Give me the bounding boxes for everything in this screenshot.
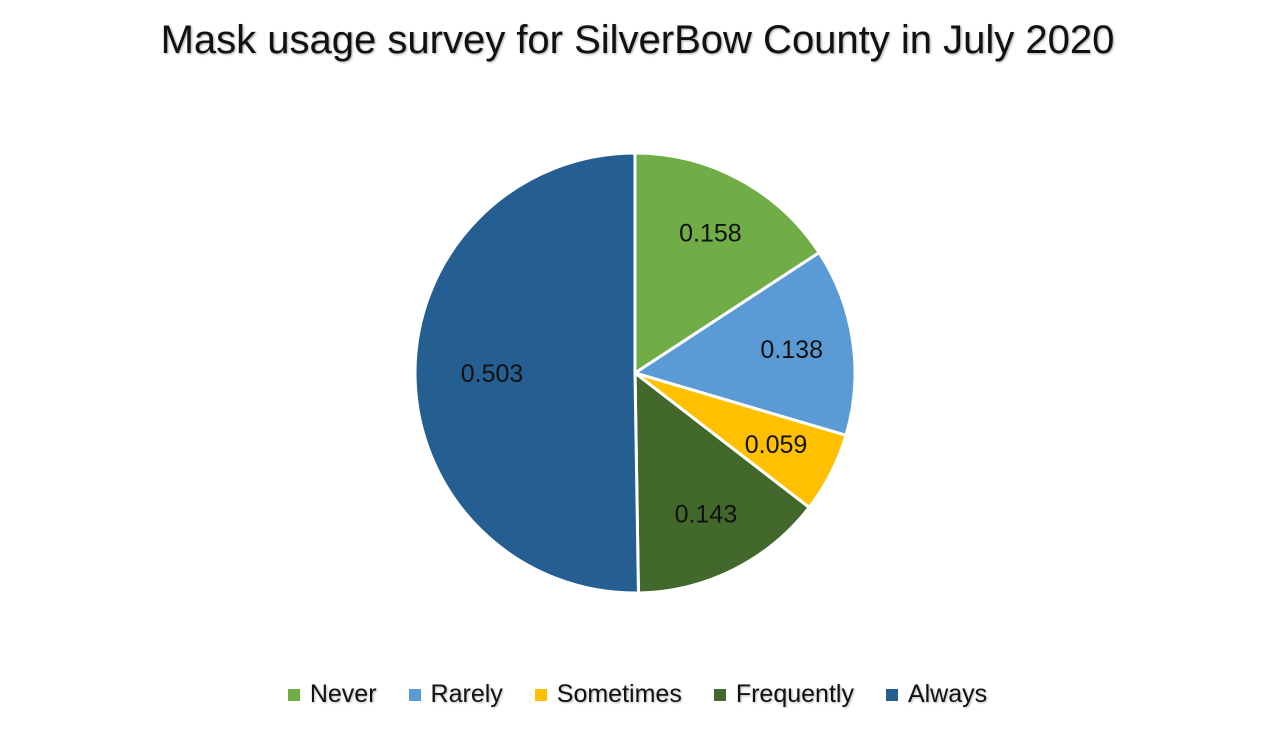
- chart-title: Mask usage survey for SilverBow County i…: [160, 18, 1115, 62]
- data-label-frequently: 0.143: [675, 501, 738, 529]
- legend-swatch-frequently: [713, 688, 726, 701]
- pie-slice-frequently: [633, 371, 811, 595]
- legend-label-frequently: Frequently: [735, 680, 854, 708]
- legend-label-rarely: Rarely: [430, 680, 503, 708]
- data-label-sometimes: 0.059: [745, 431, 808, 459]
- legend-label-always: Always: [907, 680, 988, 708]
- pie-slice-always: [413, 151, 640, 595]
- legend-swatch-rarely: [408, 688, 421, 701]
- data-label-rarely: 0.138: [760, 336, 823, 364]
- legend-item-rarely: Rarely: [408, 680, 503, 709]
- data-label-always: 0.503: [461, 360, 524, 388]
- data-label-never: 0.158: [679, 220, 742, 248]
- pie-slice-never: [633, 151, 821, 375]
- pie-slice-rarely: [633, 251, 857, 437]
- legend-swatch-sometimes: [534, 688, 547, 701]
- legend-label-never: Never: [309, 680, 377, 708]
- legend-item-frequently: Frequently: [713, 680, 854, 709]
- legend-label-sometimes: Sometimes: [556, 680, 682, 708]
- legend-swatch-always: [885, 688, 898, 701]
- legend-item-sometimes: Sometimes: [534, 680, 682, 709]
- legend-item-always: Always: [885, 680, 988, 709]
- legend-item-never: Never: [287, 680, 377, 709]
- legend-swatch-never: [287, 688, 300, 701]
- legend: Never Rarely Sometimes Frequently Always: [0, 680, 1275, 709]
